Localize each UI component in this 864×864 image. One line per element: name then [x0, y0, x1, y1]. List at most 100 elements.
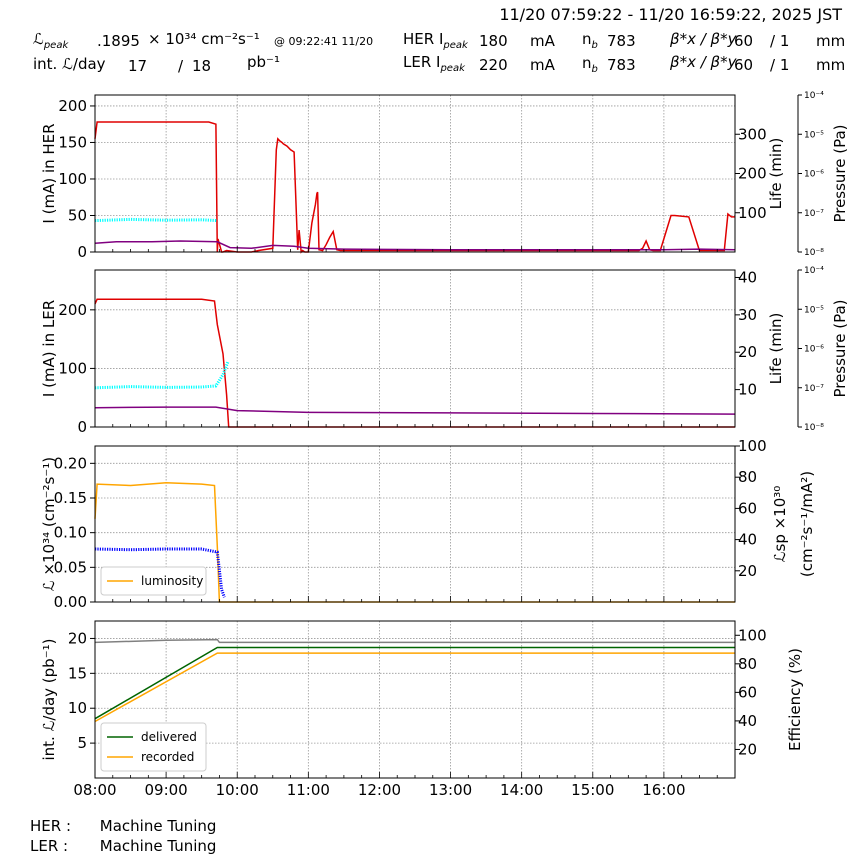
- y2-tick-label: 80: [738, 655, 757, 673]
- y2-tick-label: 40: [738, 531, 757, 549]
- her-status-label: HER :: [30, 817, 72, 835]
- legend-label-luminosity: luminosity: [141, 574, 203, 588]
- pressure-axis-label: Pressure (Pa): [831, 124, 849, 222]
- y2-axis-label: ℒsp ×10³⁰: [771, 486, 789, 563]
- pressure-tick-label: 10⁻⁸: [804, 423, 824, 433]
- y-tick-label: 0.20: [54, 454, 87, 472]
- y-tick-label: 100: [58, 359, 87, 377]
- ler-current-unit: mA: [530, 56, 555, 74]
- series-recorded: [94, 652, 735, 723]
- series-pressure: [94, 240, 736, 251]
- pressure-tick-label: 10⁻⁷: [804, 209, 824, 219]
- int-lumi-recorded: 18: [192, 57, 212, 75]
- x-tick-label: 15:00: [571, 781, 614, 799]
- y2-axis-label: Life (min): [767, 313, 785, 385]
- her-peak-label: HER Ipeak: [403, 30, 468, 51]
- lumi-peak-sub: peak: [43, 40, 69, 51]
- her-nb-label: nb: [582, 30, 598, 51]
- y-axis-label: int. ℒ/day (pb⁻¹): [40, 639, 58, 761]
- lumi-peak-label: ℒpeak: [33, 30, 68, 51]
- ler-beta-y: / 1: [770, 56, 790, 74]
- y2-tick-label: 30: [738, 306, 757, 324]
- pressure-axis-label: Pressure (Pa): [831, 299, 849, 397]
- y2-tick-label: 200: [738, 165, 767, 183]
- pressure-tick-label: 10⁻⁸: [804, 248, 824, 258]
- y-tick-label: 5: [77, 734, 87, 752]
- y2-tick-label: 40: [738, 712, 757, 730]
- x-tick-label: 09:00: [144, 781, 187, 799]
- her-current-value: 180: [479, 32, 508, 50]
- y-tick-label: 200: [58, 301, 87, 319]
- ler-status-label: LER :: [30, 837, 69, 855]
- y2-tick-label: 20: [738, 562, 757, 580]
- x-tick-label: 10:00: [216, 781, 259, 799]
- her-beta-unit: mm: [816, 32, 846, 50]
- y2-tick-label: 40: [738, 268, 757, 286]
- pressure-tick-label: 10⁻⁶: [804, 345, 824, 355]
- y2-axis-label: Life (min): [767, 138, 785, 210]
- y-tick-label: 20: [68, 629, 87, 647]
- y-tick-label: 0.00: [54, 593, 87, 611]
- int-lumi-separator: /: [178, 57, 184, 75]
- her-nb-value: 783: [607, 32, 636, 50]
- her-nb-symbol: n: [582, 30, 592, 48]
- lumi-peak-time: @ 09:22:41 11/20: [274, 35, 374, 48]
- pressure-tick-label: 10⁻⁶: [804, 170, 824, 180]
- her-status-value: Machine Tuning: [99, 817, 217, 835]
- y2-tick-label: 100: [738, 437, 767, 455]
- her-status-row: HER : Machine Tuning: [30, 817, 216, 835]
- lumi-peak-value: .1895: [97, 32, 140, 50]
- y-tick-label: 50: [68, 206, 87, 224]
- ler-nb-sub: b: [591, 64, 598, 75]
- plot-frame: [94, 269, 736, 428]
- ler-status-value: Machine Tuning: [99, 837, 217, 855]
- y-axis-label: I (mA) in LER: [40, 300, 58, 397]
- y-tick-label: 100: [58, 170, 87, 188]
- y2-tick-label: 300: [738, 125, 767, 143]
- ler-nb-label: nb: [582, 54, 598, 75]
- legend-box: [100, 722, 207, 772]
- y-tick-label: 0: [77, 418, 87, 436]
- x-tick-label: 08:00: [73, 781, 116, 799]
- x-tick-label: 13:00: [429, 781, 472, 799]
- y-tick-label: 10: [68, 699, 87, 717]
- ler-nb-value: 783: [607, 56, 636, 74]
- pressure-tick-label: 10⁻⁴: [804, 91, 824, 101]
- y2-axis-label-unit: (cm⁻²s⁻¹/mA²): [798, 471, 816, 577]
- pressure-tick-label: 10⁻⁷: [804, 384, 824, 394]
- int-lumi-delivered: 17: [128, 57, 148, 75]
- y2-tick-label: 20: [738, 343, 757, 361]
- ler-beta-unit: mm: [816, 56, 846, 74]
- pressure-tick-label: 10⁻⁵: [804, 305, 824, 315]
- y2-tick-label: 60: [738, 683, 757, 701]
- pressure-tick-label: 10⁻⁵: [804, 130, 824, 140]
- y-tick-label: 0: [77, 243, 87, 261]
- ler-status-row: LER : Machine Tuning: [30, 837, 216, 855]
- her-peak-sub: peak: [443, 40, 468, 51]
- y2-tick-label: 20: [738, 740, 757, 758]
- x-tick-label: 14:00: [500, 781, 543, 799]
- y-tick-label: 15: [68, 664, 87, 682]
- ler-current-value: 220: [479, 56, 508, 74]
- lumi-peak-unit: × 10³⁴ cm⁻²s⁻¹: [148, 30, 260, 48]
- time-range: 11/20 07:59:22 - 11/20 16:59:22, 2025 JS…: [499, 5, 842, 24]
- legend-label-delivered: delivered: [141, 730, 197, 744]
- y2-tick-label: 100: [738, 626, 767, 644]
- her-current-label: HER I: [403, 30, 444, 48]
- y-tick-label: 0.05: [54, 558, 87, 576]
- y2-tick-label: 60: [738, 499, 757, 517]
- series-pressure: [94, 406, 736, 415]
- pressure-tick-label: 10⁻⁴: [804, 266, 824, 276]
- ler-nb-symbol: n: [582, 54, 592, 72]
- y2-tick-label: 80: [738, 468, 757, 486]
- panel-luminosity: 0.00 0.05 0.10 0.15 0.20 20 40 60 80 100 ℒ ×10³⁴ (…: [40, 437, 816, 611]
- plot-frame: [94, 94, 736, 253]
- panel-ler: 0 100 200 10 20 30 40 I (mA) in LER Life (min) 10…: [40, 266, 849, 436]
- series-specific: [94, 547, 226, 598]
- x-tick-label: 11:00: [287, 781, 330, 799]
- ler-peak-label: LER Ipeak: [403, 53, 465, 74]
- series-life: [94, 217, 218, 223]
- series-life: [94, 361, 230, 390]
- y-axis-label: ℒ ×10³⁴ (cm⁻²s⁻¹): [40, 457, 58, 591]
